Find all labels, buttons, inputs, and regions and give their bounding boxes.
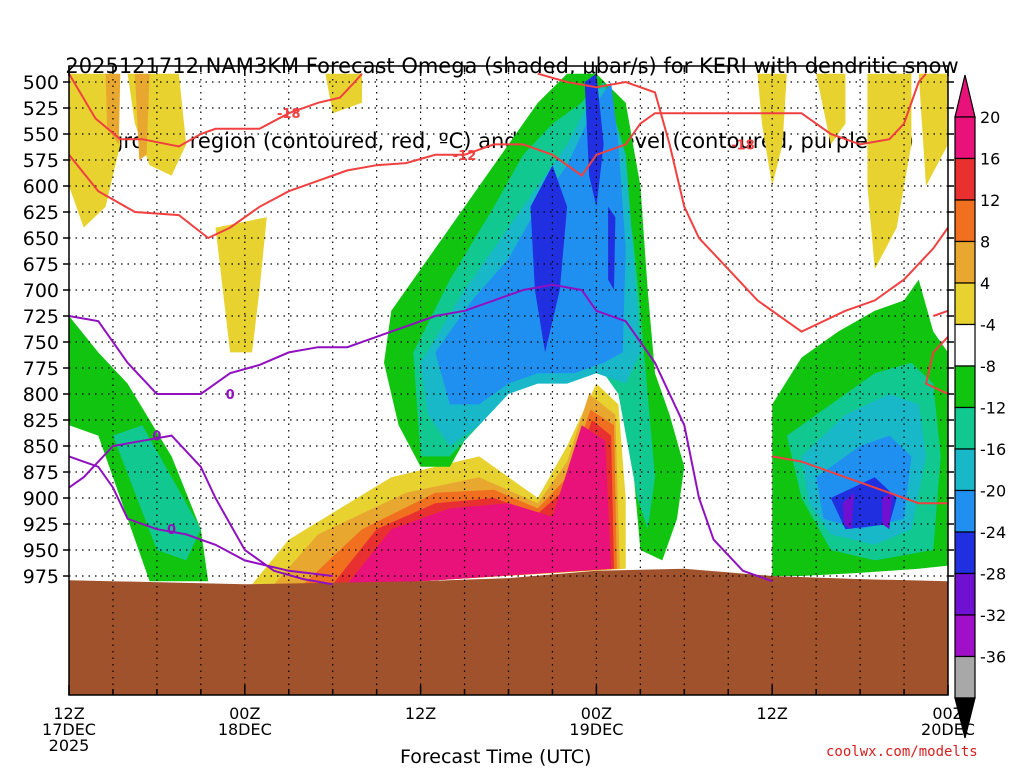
colorbar-bin: [954, 406, 976, 450]
dgz-contour: [772, 455, 948, 505]
colorbar-tick-label: -16: [980, 440, 1006, 459]
x-tick-label: 00Z: [932, 704, 963, 723]
grid-layer: [69, 66, 948, 695]
dgz-contour: [69, 73, 363, 148]
colorbar-bin: [954, 614, 976, 658]
omega-region: [918, 73, 948, 186]
colorbar-tick-label: -24: [980, 523, 1006, 542]
omega-region: [816, 73, 846, 145]
colorbar-bin: [954, 199, 976, 243]
y-tick-label: 575: [23, 150, 59, 172]
omega-region: [105, 73, 121, 145]
x-tick-label: 12Z: [53, 704, 84, 723]
colorbar-bin: [954, 572, 976, 616]
colorbar-tick-label: -20: [980, 482, 1006, 501]
colorbar-tick-label: -36: [980, 648, 1006, 667]
y-tick-label: 650: [23, 228, 59, 250]
dgz-contour: [924, 336, 948, 395]
y-tick-label: 525: [23, 98, 59, 120]
x-tick-label: 12Z: [757, 704, 788, 723]
y-tick-label: 950: [23, 540, 59, 562]
colorbar-bottom-arrow: [954, 697, 976, 739]
omega-shading-layer: [69, 73, 948, 585]
omega-region: [584, 73, 604, 207]
freezing-contour: [69, 283, 773, 583]
omega-region: [608, 206, 616, 290]
colorbar-tick-label: -12: [980, 399, 1006, 418]
colorbar-bin: [954, 655, 976, 699]
y-tick-label: 975: [23, 566, 59, 588]
colorbar-bin: [954, 489, 976, 533]
dgz-contour: [932, 309, 948, 317]
y-tick-label: 900: [23, 488, 59, 510]
colorbar-tick-label: 4: [980, 274, 990, 293]
dgz-contour: [537, 72, 948, 333]
freezing-contour: [69, 434, 333, 586]
y-tick-label: 500: [23, 72, 59, 94]
y-tick-label: 600: [23, 176, 59, 198]
colorbar-bin: [954, 531, 976, 575]
freezing-contour-label: 0: [152, 430, 161, 445]
omega-region: [113, 425, 201, 561]
x-tick-label: 19DEC: [569, 720, 623, 739]
y-tick-label: 825: [23, 410, 59, 432]
y-tick-label: 675: [23, 254, 59, 276]
freezing-contour-label: 0: [167, 523, 176, 538]
dgz-contour-label: -18: [731, 138, 755, 153]
colorbar-bin: [954, 157, 976, 201]
colorbar-bin: [954, 365, 976, 409]
dgz-contour: [69, 73, 927, 240]
omega-region: [867, 73, 912, 270]
omega-region: [347, 425, 612, 585]
colorbar-bin: [954, 240, 976, 284]
x-tick-label: 00Z: [229, 704, 260, 723]
colorbar-tick-label: -32: [980, 606, 1006, 625]
colorbar-bin: [954, 282, 976, 326]
axes-layer: 500 525 550 575 600 625 650 675 700 725 750 775 800 8…: [23, 65, 975, 755]
omega-region: [842, 492, 855, 530]
freezing-contour: [69, 455, 333, 577]
x-tick-label: 00Z: [581, 704, 612, 723]
colorbar-top-arrow: [954, 74, 976, 118]
omega-region: [882, 492, 893, 530]
omega-region: [215, 217, 267, 353]
omega-region: [757, 73, 787, 186]
y-tick-label: 875: [23, 462, 59, 484]
contour-layer: -18 -12 -18 0 0 0: [69, 72, 948, 586]
y-tick-label: 625: [23, 202, 59, 224]
omega-region: [435, 82, 626, 405]
x-tick-label: 12Z: [405, 704, 436, 723]
dgz-contour-label: -18: [277, 107, 301, 122]
colorbar-bin: [954, 116, 976, 160]
x-tick-label: 17DEC: [42, 720, 96, 739]
x-axis-label: Forecast Time (UTC): [400, 746, 592, 768]
colorbar-tick-label: 20: [980, 108, 1000, 127]
colorbar-tick-label: 12: [980, 191, 1000, 210]
colorbar-tick-label: -4: [980, 316, 996, 335]
colorbar-tick-label: 8: [980, 233, 990, 252]
y-tick-label: 775: [23, 358, 59, 380]
y-tick-label: 800: [23, 384, 59, 406]
colorbar-tick-label: -8: [980, 357, 996, 376]
freezing-contour-label: 0: [226, 388, 235, 403]
dgz-contour-label: -12: [453, 149, 477, 164]
y-tick-label: 750: [23, 332, 59, 354]
x-tick-label: 2025: [49, 736, 90, 755]
y-tick-label: 925: [23, 514, 59, 536]
colorbar-bin: [954, 323, 976, 367]
y-tick-label: 700: [23, 280, 59, 302]
colorbar: 20 16 12 8 4 -4 -8 -12 -16 -20 -24 -28 -32 -36: [954, 74, 1006, 739]
credit-text: coolwx.com/modelts: [826, 744, 978, 760]
colorbar-tick-label: 16: [980, 150, 1000, 169]
y-tick-label: 850: [23, 436, 59, 458]
y-tick-label: 550: [23, 124, 59, 146]
colorbar-tick-label: -28: [980, 565, 1006, 584]
x-tick-label: 18DEC: [218, 720, 272, 739]
colorbar-bin: [954, 448, 976, 492]
y-tick-label: 725: [23, 306, 59, 328]
